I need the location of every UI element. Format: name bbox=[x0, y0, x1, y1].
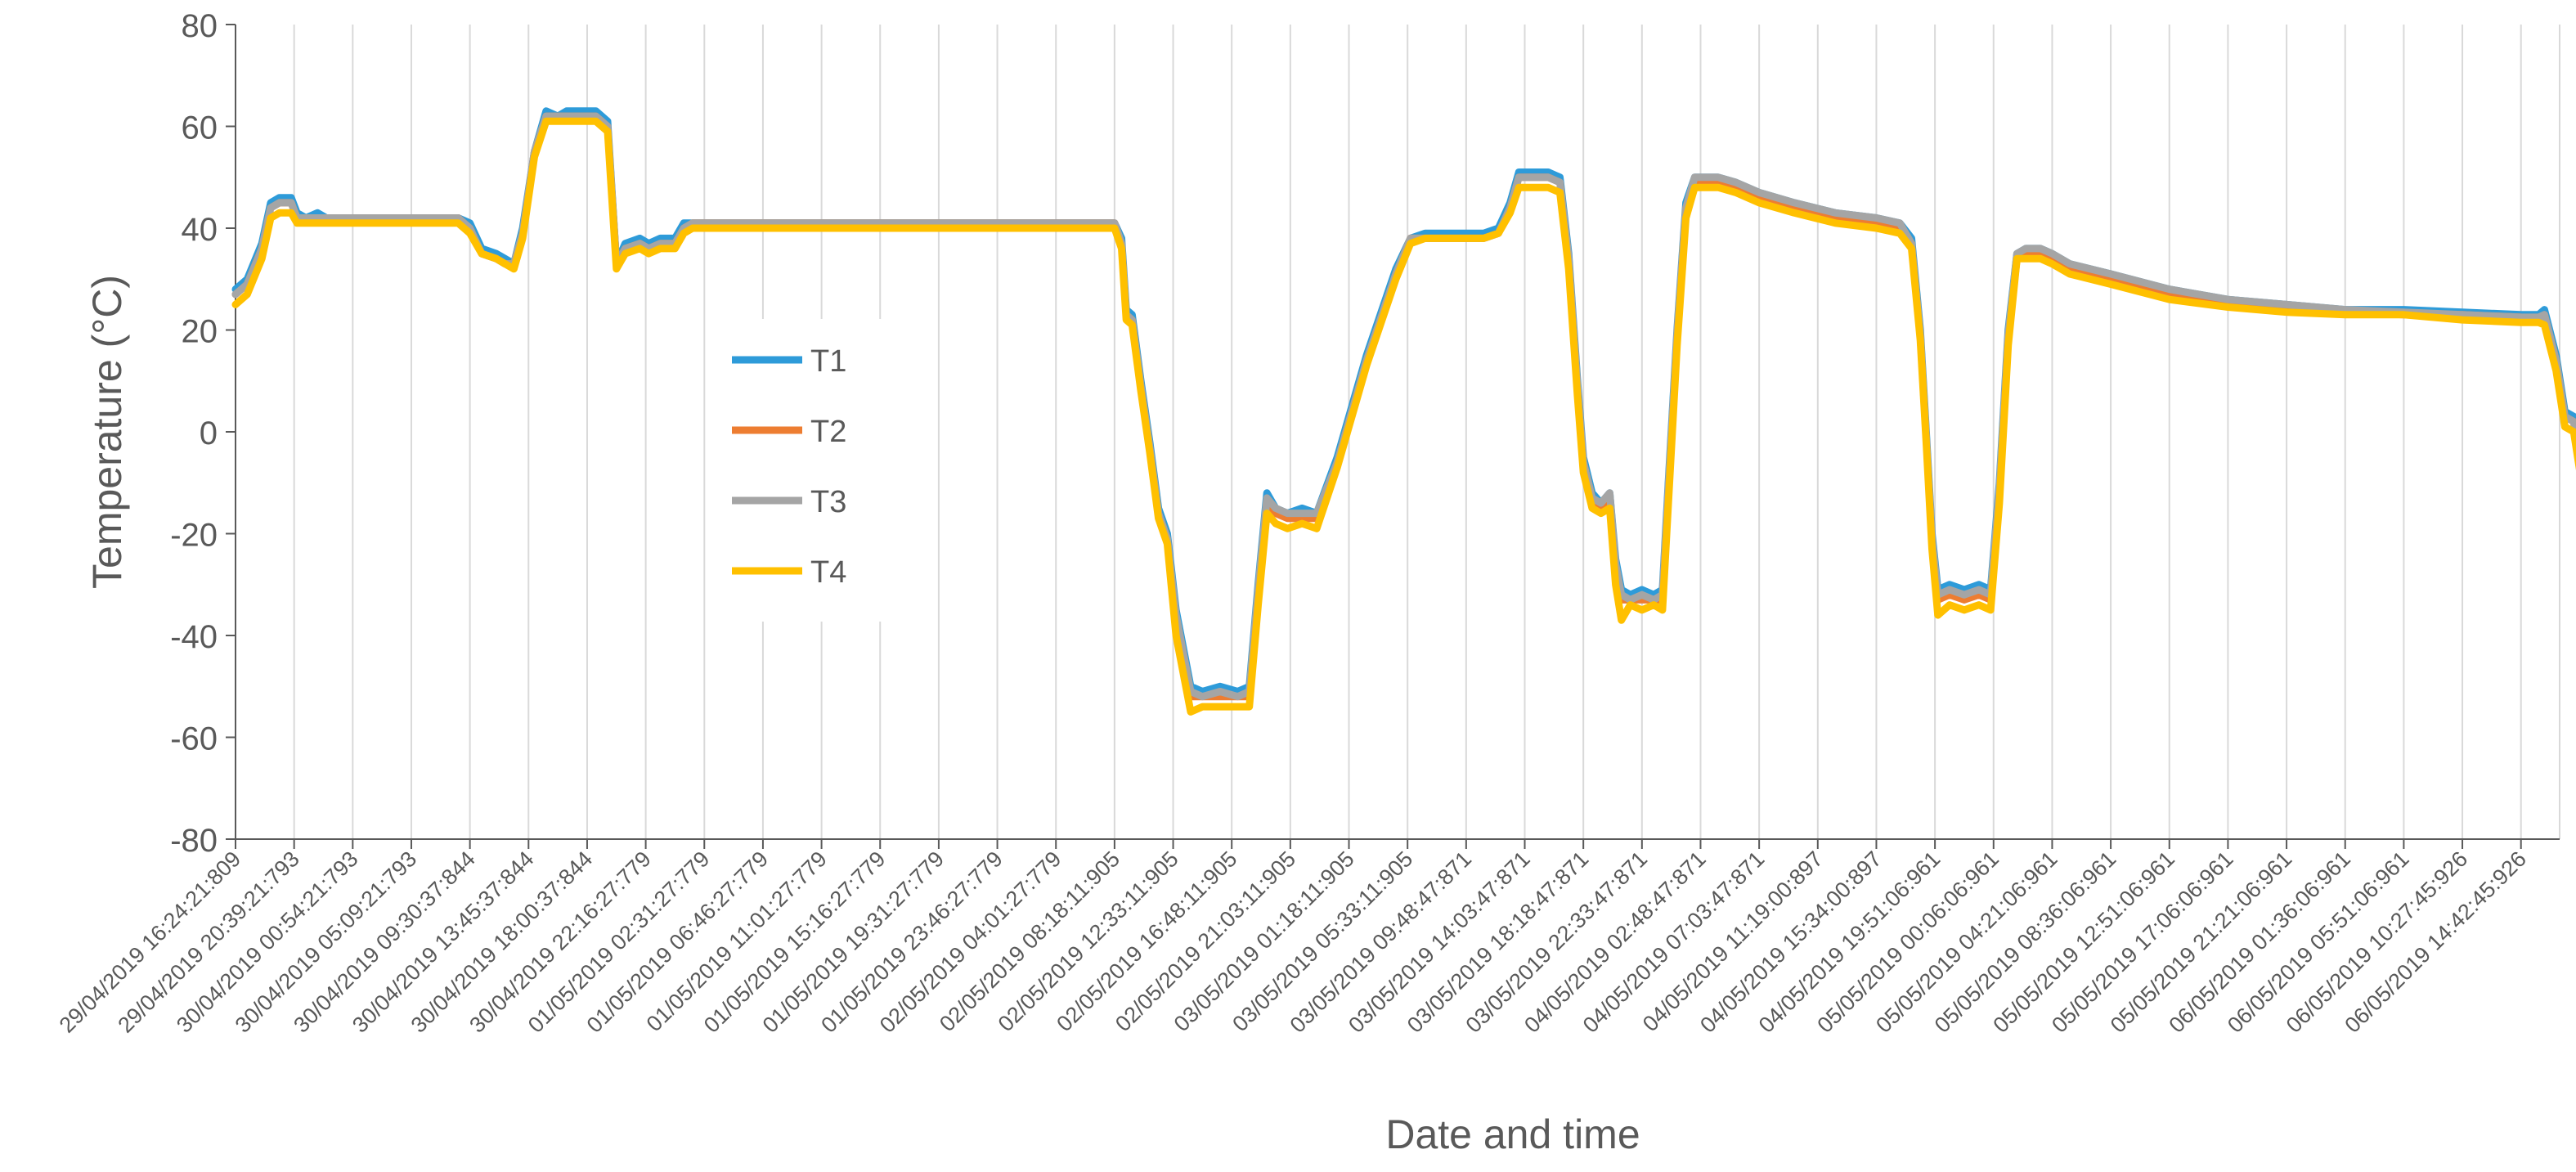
legend-label-t4: T4 bbox=[810, 555, 846, 590]
legend-box bbox=[724, 319, 887, 622]
x-axis-title: Date and time bbox=[1385, 1111, 1640, 1157]
legend-label-t3: T3 bbox=[810, 485, 846, 519]
y-tick-label: 40 bbox=[182, 212, 218, 248]
legend: T1 T2 T3 T4 bbox=[724, 319, 887, 622]
series-line-t4 bbox=[231, 117, 2576, 716]
y-tick-label: 60 bbox=[182, 110, 218, 146]
y-tick-label: 0 bbox=[200, 415, 218, 451]
legend-label-t1: T1 bbox=[810, 344, 846, 379]
y-tick-label: 80 bbox=[182, 8, 218, 44]
y-tick-label: -40 bbox=[170, 619, 218, 655]
y-tick-label: -60 bbox=[170, 721, 218, 757]
y-axis-title: Temperature (°C) bbox=[84, 275, 130, 589]
y-tick-label: -20 bbox=[170, 518, 218, 554]
series-lines bbox=[231, 107, 2576, 716]
y-tick-label: -80 bbox=[170, 823, 218, 859]
legend-label-t2: T2 bbox=[810, 415, 846, 449]
y-tick-label: 20 bbox=[182, 314, 218, 350]
